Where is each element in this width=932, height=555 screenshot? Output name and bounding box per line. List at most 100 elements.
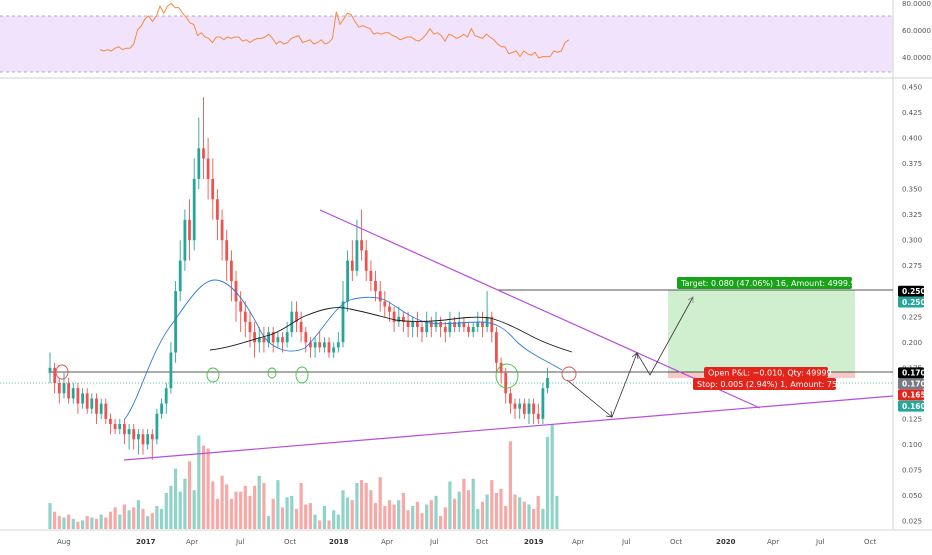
volume-bar [401, 493, 405, 529]
candle-body [99, 403, 103, 414]
candle-body [271, 332, 275, 343]
candle-body [81, 393, 84, 404]
candle-body [253, 332, 256, 343]
time-tick-label: 2017 [136, 538, 156, 546]
candle-body [527, 403, 531, 414]
candle-body [374, 281, 377, 292]
volume-bar [466, 490, 471, 529]
rsi-line [99, 2, 570, 59]
volume-bar [434, 495, 438, 529]
support-touch-circle [267, 367, 277, 379]
candle-body [178, 260, 182, 292]
candle-body [109, 418, 112, 424]
volume-bar [62, 517, 66, 529]
candle-body [76, 388, 80, 404]
time-tick-label: Aug [57, 538, 71, 546]
candle-body [411, 321, 415, 327]
candle-body [67, 383, 70, 399]
volume-bar [355, 483, 359, 529]
volume-bar [113, 507, 117, 529]
volume-bar [271, 498, 275, 529]
volume-bar [327, 520, 331, 529]
volume-bar [490, 480, 494, 529]
candle-body [369, 270, 373, 281]
volume-bar [211, 481, 215, 529]
volume-bar [187, 461, 192, 529]
price-tick-label: 0.050 [902, 492, 922, 500]
volume-bar [397, 500, 401, 529]
volume-histogram [48, 424, 559, 529]
volume-bar [383, 506, 387, 529]
volume-bar [350, 500, 354, 529]
volume-bar [290, 495, 294, 529]
volume-bar [99, 514, 103, 529]
candle-body [71, 388, 75, 399]
candle-body [257, 337, 261, 343]
candle-body [457, 321, 461, 327]
volume-bar [518, 497, 522, 529]
candle-body [336, 342, 340, 348]
candle-body [471, 327, 475, 333]
candle-body [276, 337, 280, 343]
candle-body [174, 291, 177, 353]
candle-body [318, 342, 322, 348]
candle-body [546, 378, 549, 389]
volume-bar [541, 508, 545, 529]
candle-body [90, 398, 94, 409]
candle-body [57, 383, 61, 394]
price-badge [898, 285, 924, 297]
ascending-trendline [123, 395, 894, 461]
volume-bar [439, 516, 443, 529]
volume-bar [448, 481, 452, 529]
volume-bar [341, 490, 345, 529]
volume-bar [201, 445, 206, 529]
target-label-text: Target: 0.080 (47.06%) 16, Amount: 4999.… [680, 279, 861, 288]
price-tick-label: 0.425 [902, 109, 922, 117]
price-badge [898, 367, 924, 379]
volume-bar [471, 478, 475, 529]
candle-body [183, 219, 187, 261]
price-badges: 0.250 0.250 0.170 0.170 0.165 0.160 [898, 285, 926, 412]
volume-bar [178, 491, 182, 529]
candle-body [309, 342, 312, 348]
candle-body [197, 148, 201, 179]
price-badge [898, 378, 924, 390]
volume-bar [513, 494, 517, 529]
candle-body [192, 178, 196, 241]
candle-body [518, 403, 522, 409]
price-badge [898, 296, 924, 308]
candle-body [509, 393, 512, 404]
candle-body [439, 321, 442, 327]
candle-body [220, 219, 224, 241]
volume-bar [141, 508, 145, 529]
price-tick-label: 0.300 [902, 237, 922, 245]
candle-body [378, 291, 382, 302]
volume-bar [94, 518, 99, 529]
candle-body [402, 316, 405, 322]
volume-bar [545, 436, 550, 529]
candle-body [532, 403, 535, 414]
candle-body [141, 434, 145, 445]
volume-bar [429, 500, 433, 529]
price-badge [898, 400, 924, 412]
price-tick-label: 0.125 [902, 415, 922, 423]
volume-bar [215, 498, 219, 529]
price-tick-label: 0.075 [902, 466, 922, 474]
volume-bar [499, 488, 503, 529]
price-tick-label: 0.275 [902, 262, 922, 270]
resistance-touch-circle [55, 364, 69, 380]
candle-body [388, 306, 391, 312]
volume-bar [122, 504, 126, 529]
candle-body [146, 434, 150, 445]
candle-body [406, 321, 410, 327]
candle-body [481, 321, 484, 327]
time-tick-label: Oct [476, 538, 488, 546]
candle-body [95, 398, 98, 414]
volume-bar [359, 480, 364, 529]
target-label: Target: 0.080 (47.06%) 16, Amount: 4999.… [677, 277, 861, 289]
candle-body [62, 383, 66, 394]
price-tick-label: 0.450 [902, 84, 922, 92]
volume-bar [392, 504, 396, 529]
volume-bar [550, 424, 554, 529]
volume-bar [67, 514, 71, 529]
